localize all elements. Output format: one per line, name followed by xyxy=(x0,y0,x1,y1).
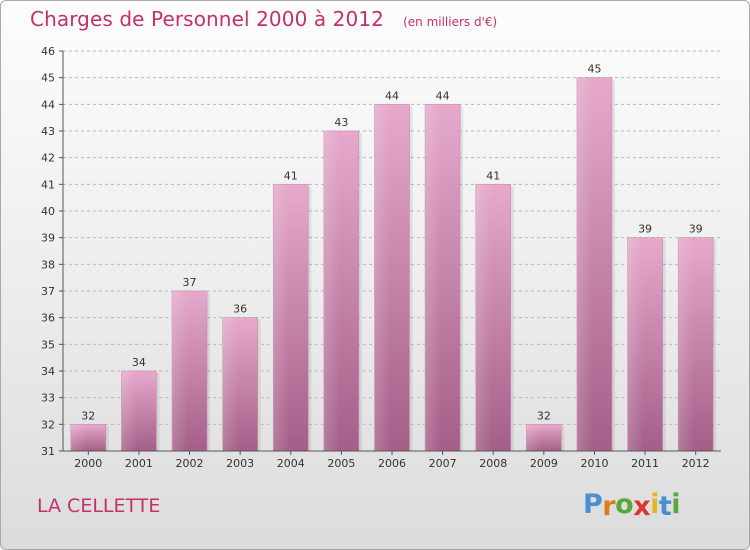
bar-value-label: 36 xyxy=(233,303,247,316)
x-tick-label: 2002 xyxy=(176,457,204,470)
logo-letter: i xyxy=(650,489,659,520)
logo-letter: i xyxy=(671,489,681,520)
logo-letter: r xyxy=(602,491,616,522)
x-tick-label: 2012 xyxy=(682,457,710,470)
logo-letter: x xyxy=(633,491,651,522)
x-tick-label: 2006 xyxy=(378,457,406,470)
bar-highlight xyxy=(627,237,644,451)
y-tick-label: 40 xyxy=(41,205,55,218)
bar-highlight xyxy=(121,371,138,451)
x-tick-label: 2005 xyxy=(327,457,355,470)
title-line: Charges de Personnel 2000 à 2012 (en mil… xyxy=(30,7,497,31)
bar-value-label: 41 xyxy=(284,169,298,182)
bar-value-label: 44 xyxy=(385,89,399,102)
y-tick-label: 31 xyxy=(41,445,55,458)
x-tick-label: 2008 xyxy=(479,457,507,470)
bar-value-label: 34 xyxy=(132,356,146,369)
y-tick-label: 42 xyxy=(41,152,55,165)
bar-highlight xyxy=(70,424,87,451)
axis-layer: 31 32 33 34 35 36 37 38 39 40 41 42 43 44 45 46 2000 2001… xyxy=(41,45,721,470)
x-tick-label: 2010 xyxy=(580,457,608,470)
chart-unit-label: (en milliers d'€) xyxy=(403,15,498,29)
x-tick-label: 2011 xyxy=(631,457,659,470)
y-tick-label: 36 xyxy=(41,312,55,325)
y-tick-label: 33 xyxy=(41,392,55,405)
x-tick-label: 2009 xyxy=(530,457,558,470)
y-tick-label: 45 xyxy=(41,72,55,85)
bar-highlight xyxy=(678,237,694,451)
bar-value-label: 32 xyxy=(81,409,95,422)
commune-name: LA CELLETTE xyxy=(37,495,161,517)
y-tick-label: 32 xyxy=(41,418,55,431)
x-tick-label: 2004 xyxy=(277,457,305,470)
bar-value-label: 41 xyxy=(486,169,500,182)
x-tick-label: 2003 xyxy=(226,457,254,470)
logo-letter: o xyxy=(615,489,634,520)
bar-highlight xyxy=(475,184,492,452)
bar-value-label: 37 xyxy=(183,276,197,289)
bar-highlight xyxy=(576,77,593,452)
y-tick-label: 39 xyxy=(41,232,55,245)
y-tick-label: 41 xyxy=(41,178,55,191)
logo-letter: t xyxy=(658,491,672,522)
chart-title: Charges de Personnel 2000 à 2012 xyxy=(30,7,384,31)
bar-value-label: 44 xyxy=(436,89,450,102)
bar-value-label: 32 xyxy=(537,409,551,422)
bar-highlight xyxy=(172,291,188,451)
y-tick-label: 46 xyxy=(41,45,55,58)
bar-value-label: 43 xyxy=(334,116,348,129)
y-tick-label: 34 xyxy=(41,365,55,378)
bar-value-label: 39 xyxy=(689,223,703,236)
proxiti-logo: Proxiti xyxy=(583,489,681,522)
y-tick-label: 44 xyxy=(41,98,55,111)
bar-highlight xyxy=(323,131,340,451)
y-tick-label: 37 xyxy=(41,285,55,298)
bar-value-label: 45 xyxy=(587,63,601,76)
bar-highlight xyxy=(273,184,290,452)
x-tick-label: 2007 xyxy=(429,457,457,470)
logo-letter: P xyxy=(583,489,603,520)
x-tick-label: 2001 xyxy=(125,457,153,470)
y-tick-label: 35 xyxy=(41,338,55,351)
bar-highlight xyxy=(374,104,391,451)
x-tick-label: 2000 xyxy=(74,457,102,470)
bar-highlight xyxy=(526,424,543,451)
bar-highlight xyxy=(222,317,239,451)
y-tick-label: 38 xyxy=(41,258,55,271)
bar-highlight xyxy=(425,104,441,451)
y-tick-label: 43 xyxy=(41,125,55,138)
bars-layer: 32 34 37 36 41 43 44 44 41 32 45 39 39 xyxy=(70,63,717,452)
bar-value-label: 39 xyxy=(638,223,652,236)
